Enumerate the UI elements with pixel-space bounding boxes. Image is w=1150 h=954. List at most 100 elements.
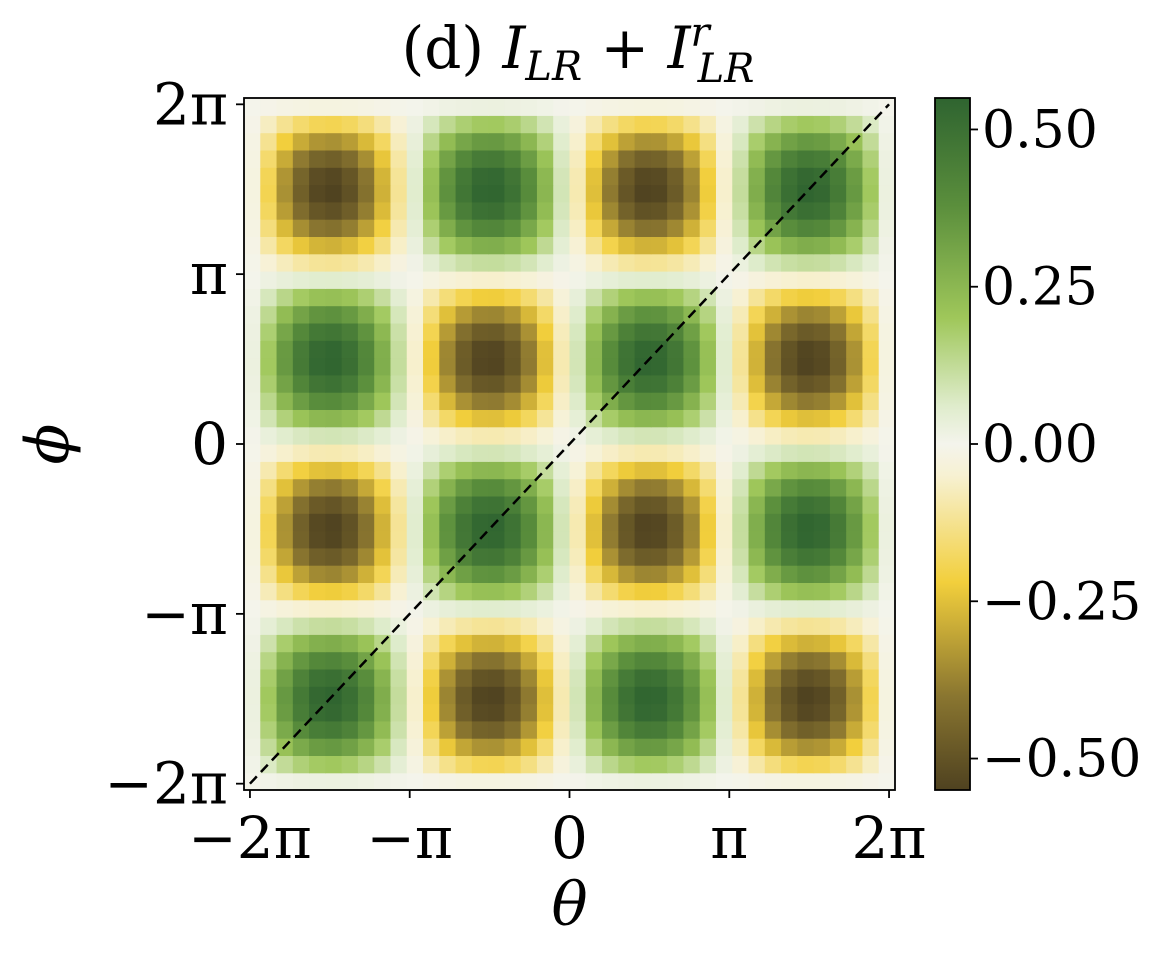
heatmap-cell (797, 599, 815, 618)
heatmap-cell (878, 357, 896, 376)
heatmap-cell (536, 720, 554, 739)
heatmap-cell (715, 478, 733, 497)
heatmap-cell (764, 582, 782, 601)
heatmap-cell (715, 322, 733, 341)
heatmap-cell (536, 444, 554, 462)
heatmap-cell (585, 444, 603, 462)
heatmap-cell (309, 513, 326, 532)
heatmap-cell (602, 322, 619, 341)
heatmap-cell (504, 149, 522, 168)
heatmap-cell (439, 668, 457, 687)
heatmap-cell (244, 755, 261, 774)
heatmap-cell (813, 703, 831, 722)
heatmap-cell (781, 322, 798, 341)
heatmap-cell (488, 322, 506, 341)
heatmap-cell (276, 426, 294, 445)
heatmap-cell (667, 253, 685, 272)
heatmap-cell (618, 149, 636, 168)
heatmap-cell (292, 98, 310, 116)
heatmap-cell (732, 236, 750, 255)
heatmap-cell (504, 392, 522, 410)
heatmap-cell (813, 115, 831, 134)
heatmap-cell (471, 219, 489, 237)
heatmap-cell (650, 219, 668, 237)
heatmap-cell (797, 547, 815, 566)
heatmap-cell (520, 444, 538, 462)
heatmap-cell (878, 495, 896, 514)
heatmap-cell (732, 98, 750, 116)
heatmap-cell (715, 668, 733, 687)
heatmap-cell (732, 686, 750, 705)
heatmap-cell (260, 132, 278, 151)
heatmap-cell (260, 357, 278, 376)
heatmap-cell (423, 703, 440, 722)
heatmap-cell (276, 495, 294, 514)
heatmap-cell (650, 772, 668, 791)
heatmap-cell (520, 755, 538, 774)
heatmap-cell (536, 755, 554, 774)
heatmap-cell (732, 668, 750, 687)
heatmap-cell (423, 98, 440, 116)
heatmap-cell (406, 772, 424, 791)
heatmap-cell (536, 495, 554, 514)
heatmap-cell (846, 547, 864, 566)
heatmap-cell (423, 132, 440, 151)
heatmap-cell (341, 426, 359, 445)
heatmap-cell (683, 668, 701, 687)
heatmap-cell (781, 668, 798, 687)
heatmap-cell (764, 98, 782, 116)
heatmap-cell (325, 357, 343, 376)
heatmap-cell (732, 772, 750, 791)
heatmap-cell (260, 772, 278, 791)
heatmap-cell (504, 599, 522, 618)
heatmap-cell (536, 167, 554, 186)
heatmap-cell (715, 167, 733, 186)
heatmap-cell (260, 271, 278, 289)
heatmap-cell (699, 219, 717, 237)
heatmap-cell (536, 772, 554, 791)
heatmap-cell (748, 495, 766, 514)
heatmap-cell (439, 201, 457, 220)
heatmap-cell (244, 478, 261, 497)
colorbar-tick-label: 0.50 (982, 100, 1098, 160)
heatmap-cell (455, 755, 473, 774)
heatmap-cell (667, 201, 685, 220)
heatmap-cell (797, 668, 815, 687)
heatmap-cell (699, 426, 717, 445)
heatmap-cell (650, 495, 668, 514)
heatmap-cell (390, 703, 408, 722)
heatmap-cell (813, 755, 831, 774)
heatmap-cell (341, 357, 359, 376)
heatmap-cell (829, 288, 847, 307)
heatmap-cell (650, 530, 668, 549)
heatmap-cell (488, 444, 506, 462)
heatmap-cell (748, 547, 766, 566)
heatmap-cell (244, 686, 261, 705)
heatmap-cell (325, 132, 343, 151)
heatmap-cell (260, 599, 278, 618)
heatmap-cell (699, 651, 717, 670)
heatmap-cell (748, 755, 766, 774)
heatmap-cell (813, 392, 831, 410)
heatmap-cell (390, 720, 408, 739)
heatmap-cell (715, 495, 733, 514)
heatmap-cell (667, 582, 685, 601)
heatmap-cell (618, 444, 636, 462)
heatmap-cell (569, 357, 587, 376)
heatmap-cell (309, 236, 326, 255)
heatmap-cell (650, 132, 668, 151)
heatmap-cell (390, 392, 408, 410)
heatmap-cell (569, 755, 587, 774)
heatmap-cell (374, 651, 392, 670)
heatmap-cell (504, 530, 522, 549)
heatmap-cell (829, 599, 847, 618)
heatmap-cell (357, 426, 375, 445)
heatmap-cell (504, 582, 522, 601)
heatmap-cell (602, 426, 619, 445)
heatmap-cell (683, 132, 701, 151)
heatmap-cell (732, 392, 750, 410)
heatmap-cell (536, 374, 554, 393)
heatmap-cell (504, 98, 522, 116)
heatmap-cell (813, 374, 831, 393)
heatmap-cell (650, 461, 668, 480)
